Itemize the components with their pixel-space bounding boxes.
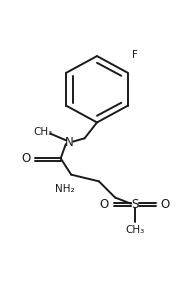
Text: O: O [22,152,31,165]
Text: CH₃: CH₃ [34,127,53,137]
Text: S: S [132,198,139,211]
Text: CH₃: CH₃ [126,225,145,235]
Text: N: N [65,136,74,149]
Text: NH₂: NH₂ [55,184,74,194]
Text: F: F [132,50,138,59]
Text: O: O [161,198,170,211]
Text: O: O [99,198,108,211]
